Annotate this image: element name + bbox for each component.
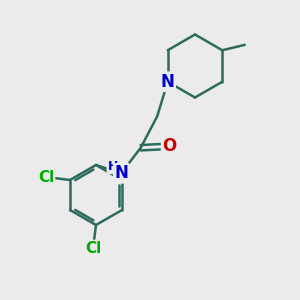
Text: O: O xyxy=(162,137,176,155)
Text: Cl: Cl xyxy=(85,241,101,256)
Text: N: N xyxy=(114,164,128,182)
Text: H: H xyxy=(108,160,118,173)
Text: Cl: Cl xyxy=(38,169,54,184)
Text: N: N xyxy=(161,73,175,91)
